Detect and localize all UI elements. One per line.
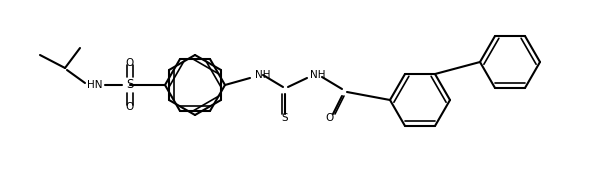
- Text: S: S: [127, 79, 134, 92]
- Text: O: O: [126, 102, 134, 112]
- Text: NH: NH: [255, 70, 270, 80]
- Text: O: O: [326, 113, 334, 123]
- Text: HN: HN: [87, 80, 103, 90]
- Text: O: O: [126, 58, 134, 68]
- Text: S: S: [282, 113, 288, 123]
- Text: NH: NH: [310, 70, 326, 80]
